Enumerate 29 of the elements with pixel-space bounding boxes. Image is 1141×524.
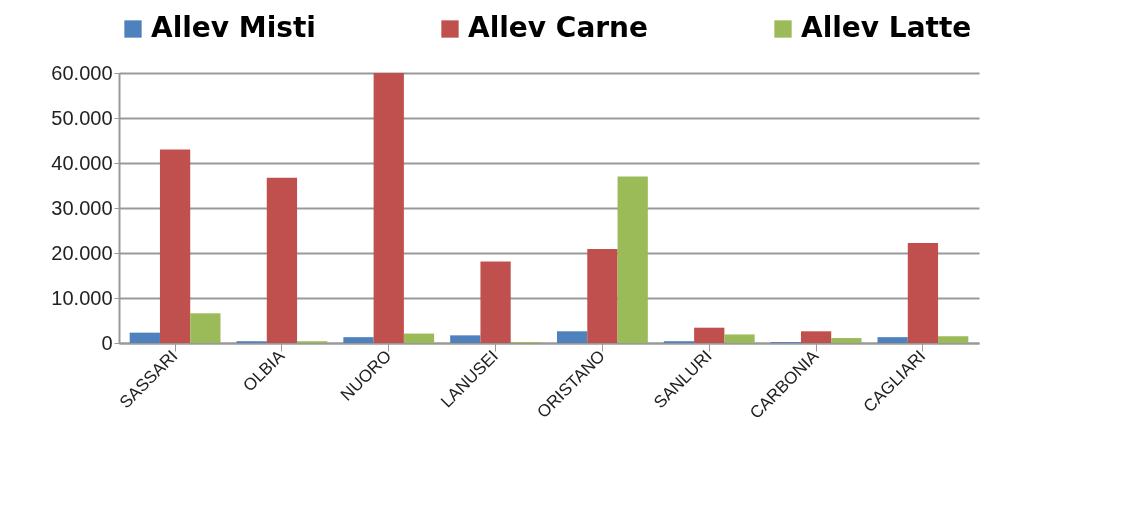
bar xyxy=(450,335,481,343)
y-tick-label: 30.000 xyxy=(51,196,113,219)
bar xyxy=(266,177,298,343)
bar xyxy=(129,332,160,343)
legend-label: Allev Latte xyxy=(801,11,972,44)
y-tick-label: 20.000 xyxy=(51,241,113,264)
legend-label: Allev Misti xyxy=(151,11,316,44)
bar xyxy=(907,243,939,343)
bar xyxy=(373,73,404,343)
bar xyxy=(724,334,755,343)
y-tick-label: 40.000 xyxy=(51,151,113,174)
bar xyxy=(159,149,191,343)
bar xyxy=(403,333,435,343)
bar xyxy=(831,338,862,343)
bar xyxy=(800,331,832,343)
bar xyxy=(343,337,374,343)
y-tick-label: 50.000 xyxy=(51,106,113,129)
y-tick-label: 0 xyxy=(101,331,113,354)
bar xyxy=(694,327,725,343)
bar xyxy=(190,313,221,343)
bar xyxy=(557,331,588,343)
y-tick-label: 10.000 xyxy=(51,286,113,309)
bar xyxy=(877,337,908,343)
y-tick-label: 60.000 xyxy=(51,61,113,84)
bar xyxy=(480,261,511,343)
bar xyxy=(587,248,618,343)
bar xyxy=(938,336,969,343)
legend-label: Allev Carne xyxy=(468,11,649,44)
bar xyxy=(617,176,648,343)
